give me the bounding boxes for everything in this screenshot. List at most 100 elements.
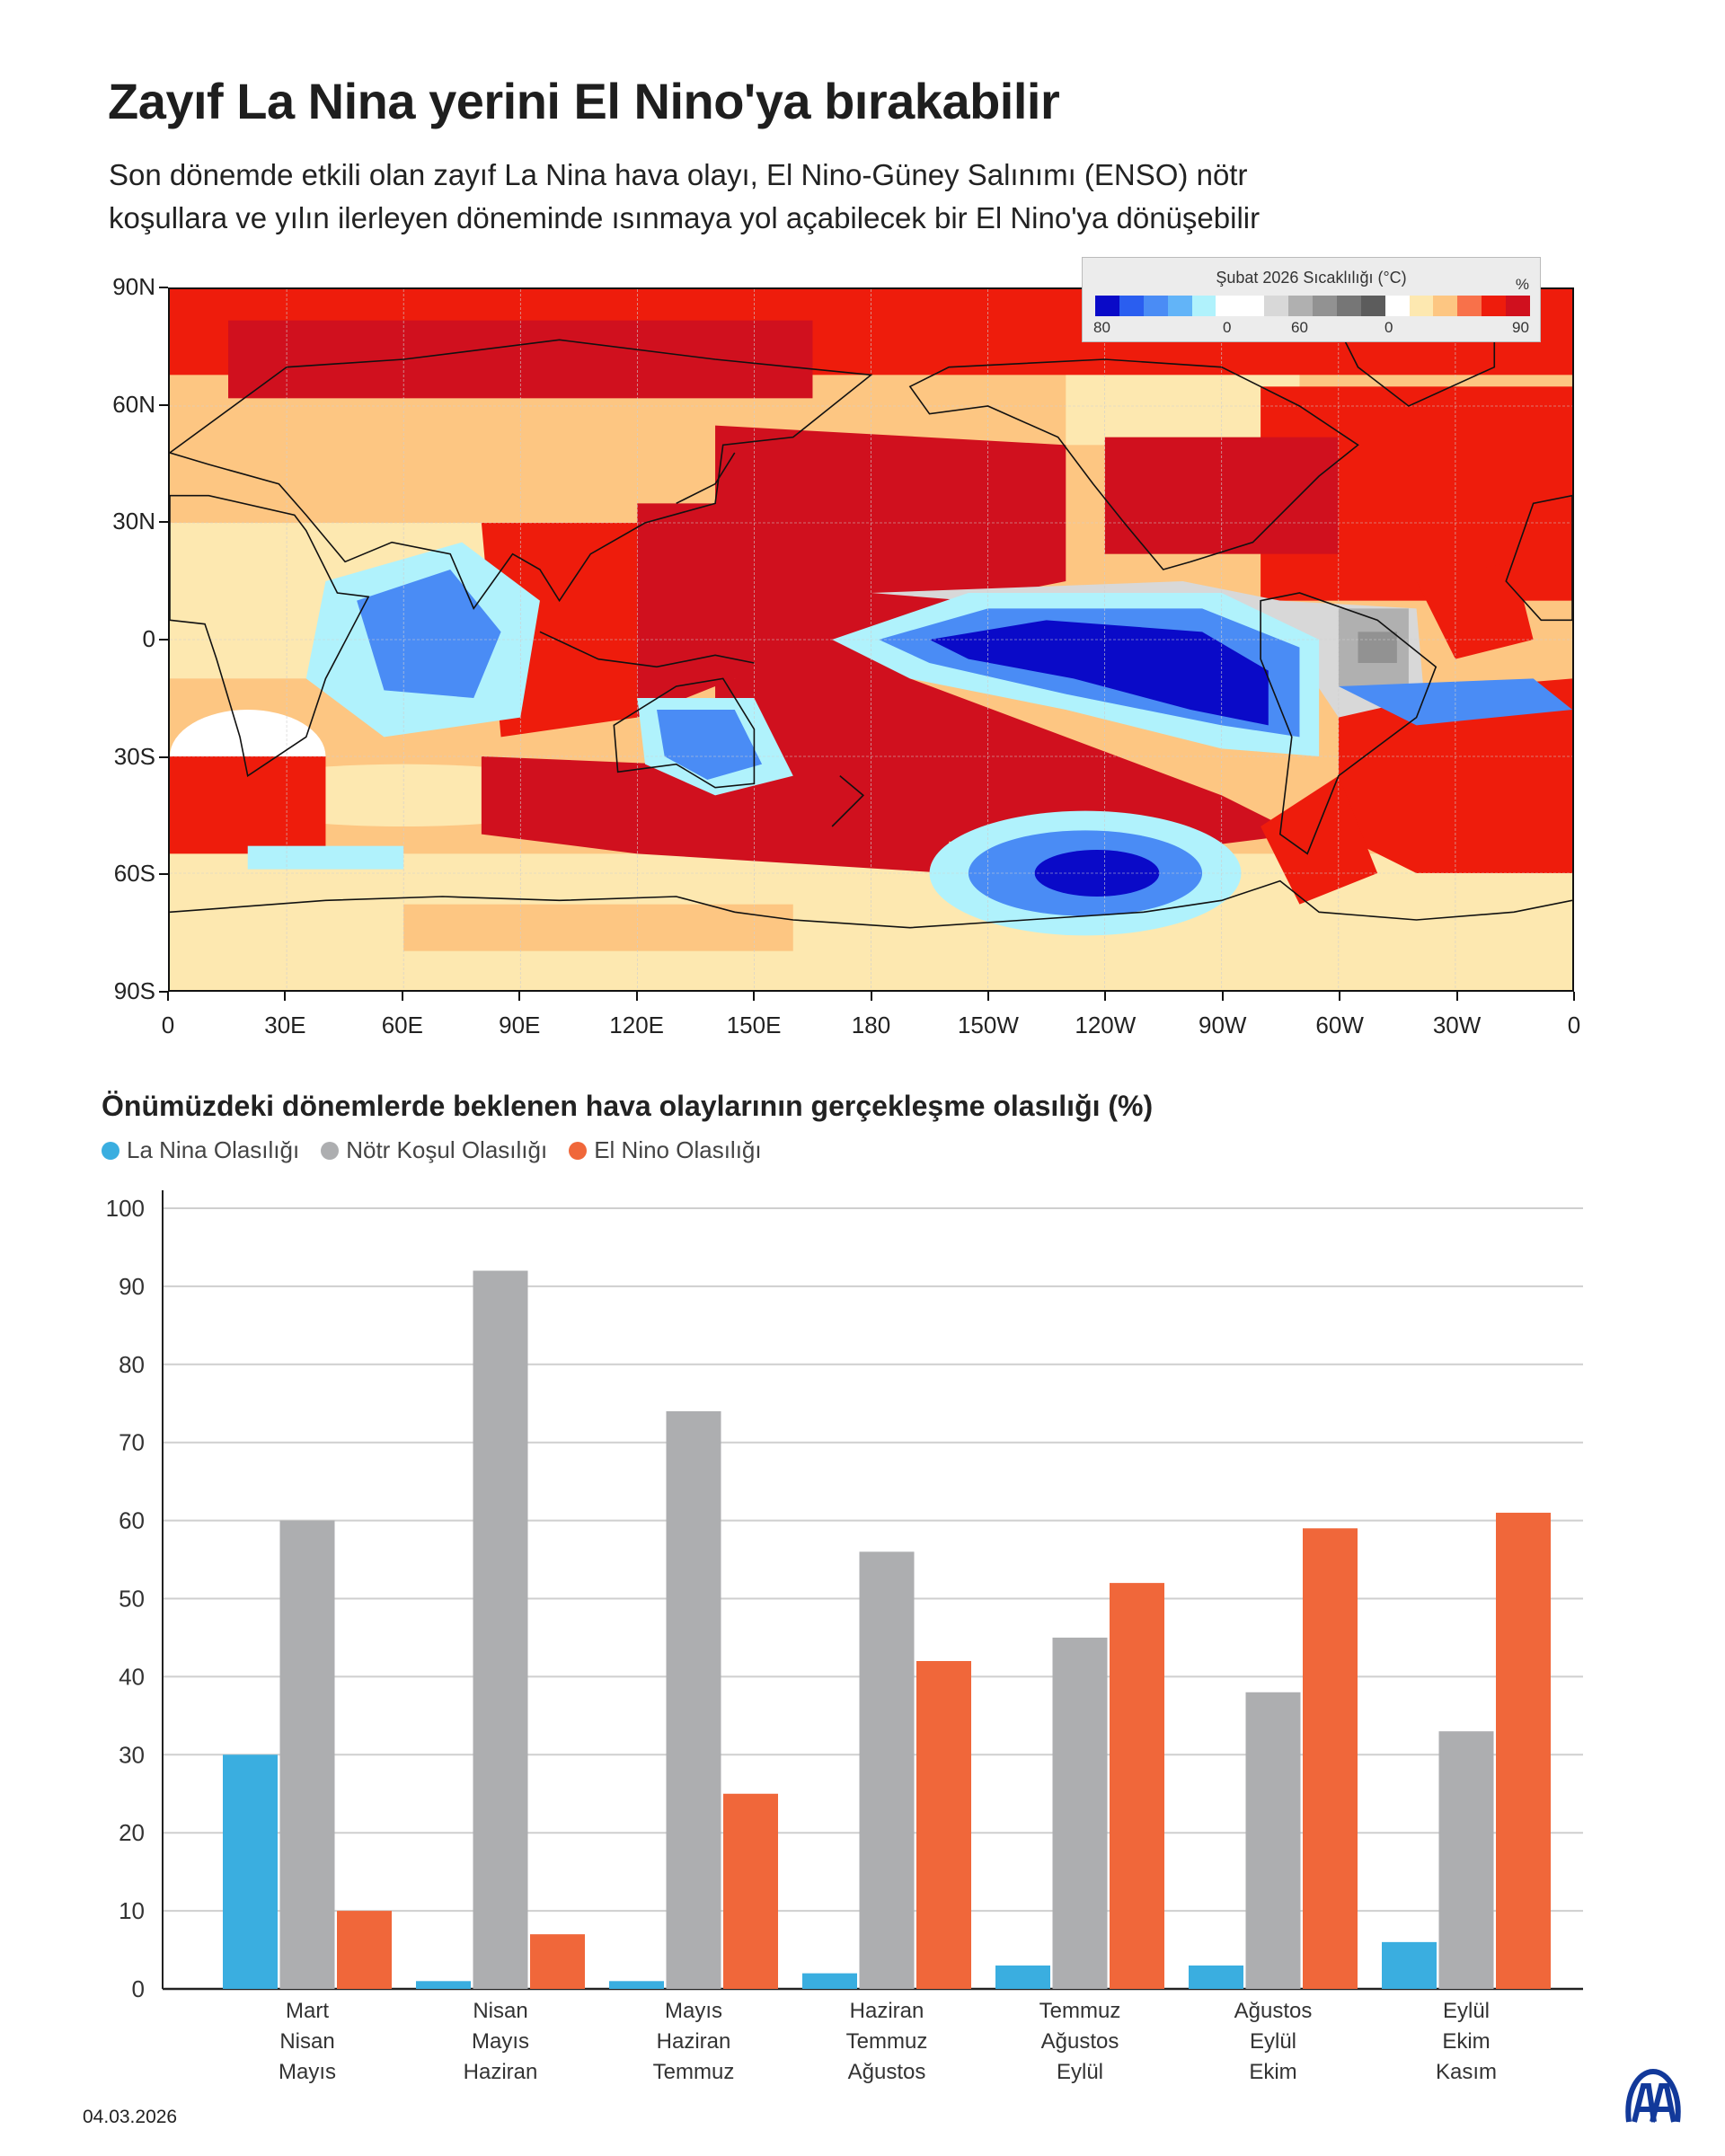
legend-item-la-nina: La Nina Olasılığı [102, 1136, 299, 1164]
y-tick-label: 90 [119, 1273, 145, 1300]
category-label: Temmuz [845, 2029, 928, 2054]
map-legend: Şubat 2026 Sıcaklılığı (°C) % 80 0 60 0 … [1082, 257, 1541, 342]
bar-neutral [473, 1270, 528, 1989]
subtitle-line-2: koşullara ve yılın ilerleyen döneminde ı… [109, 201, 1261, 234]
category-label: Nisan [279, 2029, 335, 2054]
latitude-tick [159, 403, 168, 406]
longitude-tick [167, 992, 169, 1001]
coastline-west-africa [1506, 496, 1572, 621]
legend-label: La Nina Olasılığı [127, 1136, 300, 1163]
map-legend-label: 0 [1384, 319, 1393, 336]
map-legend-label: 60 [1291, 319, 1308, 336]
category-label: Haziran [463, 2060, 538, 2084]
coastline-north-america [910, 359, 1358, 570]
longitude-label: 0 [1567, 1012, 1581, 1038]
latitude-label: 0 [142, 625, 155, 652]
y-tick-label: 50 [119, 1586, 145, 1613]
latitude-label: 30N [112, 508, 155, 535]
legend-label: El Nino Olasılığı [594, 1136, 762, 1163]
bar-neutral [859, 1551, 915, 1989]
y-tick-label: 40 [119, 1663, 145, 1690]
bar-la-nina [1189, 1965, 1243, 1989]
longitude-label: 60W [1315, 1012, 1364, 1038]
color-swatch [1191, 296, 1216, 316]
category-label: Ağustos [1040, 2029, 1119, 2054]
coastline-indonesia [540, 632, 754, 667]
map-legend-unit: % [1515, 276, 1529, 293]
category-label: Mart [286, 1999, 329, 2023]
bar-la-nina [223, 1754, 278, 1989]
bar-la-nina [802, 1973, 857, 1989]
category-label: Haziran [849, 1999, 924, 2023]
color-swatch [1240, 296, 1265, 316]
bar-neutral [1052, 1637, 1108, 1989]
longitude-label: 30E [264, 1012, 306, 1038]
color-swatch [1313, 296, 1337, 316]
color-swatch [1384, 296, 1410, 316]
chart-legend: La Nina Olasılığı Nötr Koşul Olasılığı E… [102, 1136, 762, 1164]
category-label: Mayıs [664, 1999, 722, 2023]
category-label: Eylül [1056, 2060, 1104, 2084]
color-swatch [1409, 296, 1434, 316]
aa-logo-icon [1625, 2068, 1681, 2123]
color-swatch [1360, 296, 1385, 316]
latitude-tick [159, 873, 168, 876]
map-legend-title: Şubat 2026 Sıcaklılığı (°C) [1216, 269, 1407, 287]
map-gray-regions [871, 581, 1425, 718]
category-label: Temmuz [1039, 1999, 1121, 2023]
bar-neutral [1245, 1692, 1301, 1989]
legend-dot-icon [569, 1141, 588, 1160]
longitude-tick [870, 992, 872, 1001]
category-label: Kasım [1435, 2060, 1497, 2084]
y-tick-label: 70 [119, 1429, 145, 1456]
longitude-tick [1455, 992, 1458, 1001]
map-legend-label: 80 [1093, 319, 1110, 336]
category-label: Eylül [1442, 1999, 1491, 2023]
longitude-tick [401, 992, 403, 1001]
legend-dot-icon [321, 1141, 340, 1160]
color-swatch [1119, 296, 1144, 316]
page-title: Zayıf La Nina yerini El Nino'ya bırakabi… [108, 73, 1060, 129]
category-label: Mayıs [471, 2029, 529, 2054]
longitude-tick [1221, 992, 1224, 1001]
longitude-label: 60E [381, 1012, 423, 1038]
bar-neutral [279, 1520, 335, 1989]
longitude-tick [1339, 992, 1341, 1001]
bar-el-nino [1496, 1512, 1551, 1989]
bar-el-nino [337, 1911, 392, 1989]
longitude-tick [986, 992, 989, 1001]
longitude-label: 30W [1432, 1012, 1482, 1038]
latitude-tick [159, 755, 168, 758]
legend-item-el-nino: El Nino Olasılığı [569, 1136, 762, 1164]
color-swatch [1143, 296, 1168, 316]
legend-item-neutral: Nötr Koşul Olasılığı [321, 1136, 547, 1164]
color-swatch [1167, 296, 1192, 316]
color-swatch [1216, 296, 1241, 316]
color-swatch [1482, 296, 1507, 316]
coastline-australia [614, 678, 754, 787]
latitude-label: 60S [113, 860, 155, 888]
longitude-tick [1573, 992, 1575, 1001]
latitude-tick [159, 287, 168, 288]
y-tick-label: 0 [132, 1975, 145, 2002]
y-tick-label: 10 [119, 1897, 145, 1924]
longitude-tick [284, 992, 287, 1001]
category-label: Ağustos [847, 2060, 926, 2084]
y-tick-label: 100 [106, 1195, 145, 1222]
y-tick-label: 30 [119, 1741, 145, 1768]
bar-el-nino [530, 1934, 585, 1989]
bar-neutral [666, 1410, 721, 1989]
latitude-label: 90S [113, 977, 155, 1004]
latitude-label: 30S [113, 742, 155, 770]
category-label: Mayıs [278, 2060, 336, 2084]
coastline-japan [677, 453, 735, 503]
bar-la-nina [416, 1981, 471, 1989]
longitude-label: 180 [851, 1012, 891, 1038]
category-label: Nisan [473, 1999, 528, 2023]
longitude-label: 90E [499, 1012, 541, 1038]
longitude-label: 120W [1075, 1012, 1137, 1038]
subtitle-line-1: Son dönemde etkili olan zayıf La Nina ha… [109, 158, 1248, 191]
color-swatch [1433, 296, 1458, 316]
longitude-label: 120E [609, 1012, 665, 1038]
longitude-tick [1104, 992, 1107, 1001]
